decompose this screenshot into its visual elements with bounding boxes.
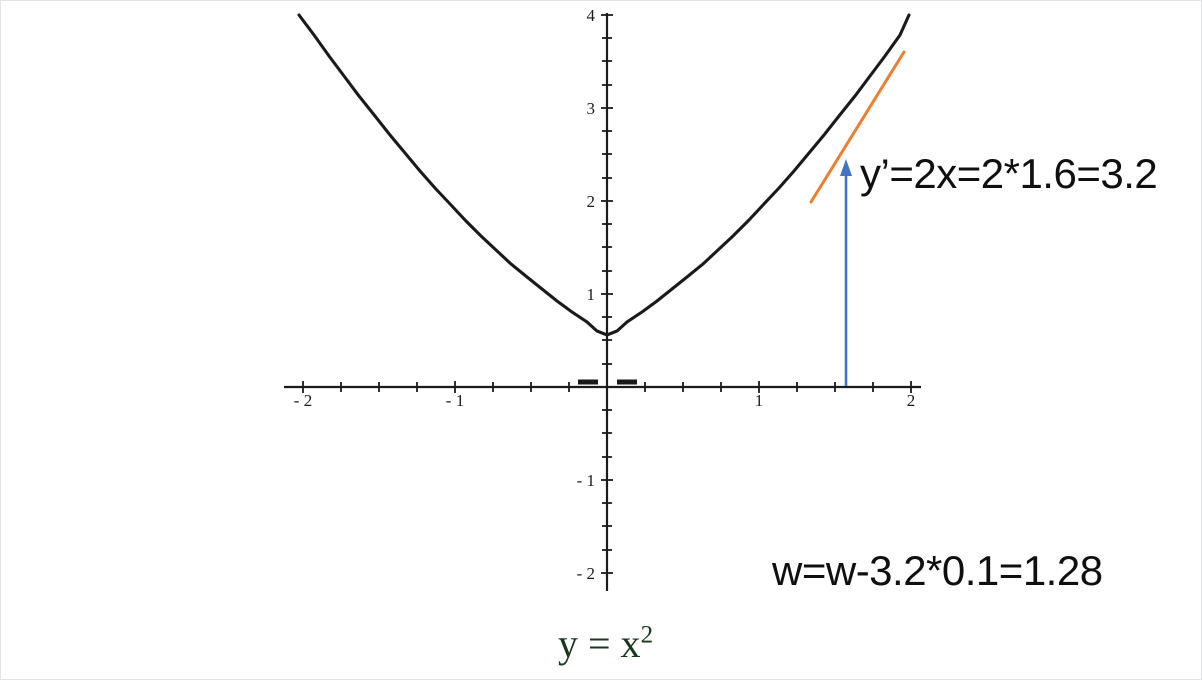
tangent-point-arrow [840, 159, 852, 386]
function-label-exponent: 2 [640, 621, 654, 649]
xtick-label-neg2: - 2 [294, 391, 312, 410]
xtick-label-neg1: - 1 [446, 391, 464, 410]
parabola-curve [297, 13, 911, 337]
ytick-label-4: 4 [587, 6, 596, 25]
function-label: y = x2 [558, 619, 653, 669]
ytick-label-1: 1 [587, 285, 596, 304]
function-label-base: y = x [558, 621, 641, 666]
x-axis-ticks [302, 381, 912, 393]
derivative-annotation: y’=2x=2*1.6=3.2 [860, 150, 1158, 197]
ytick-label-2: 2 [587, 192, 596, 211]
xtick-label-1: 1 [755, 391, 764, 410]
ytick-label-neg1: - 1 [577, 471, 595, 490]
y-axis-ticks [601, 14, 613, 574]
xtick-label-2: 2 [907, 391, 916, 410]
ytick-label-3: 3 [587, 99, 596, 118]
weight-update-annotation: w=w-3.2*0.1=1.28 [772, 547, 1103, 594]
tangent-line [809, 50, 906, 204]
ytick-label-neg2: - 2 [577, 564, 595, 583]
